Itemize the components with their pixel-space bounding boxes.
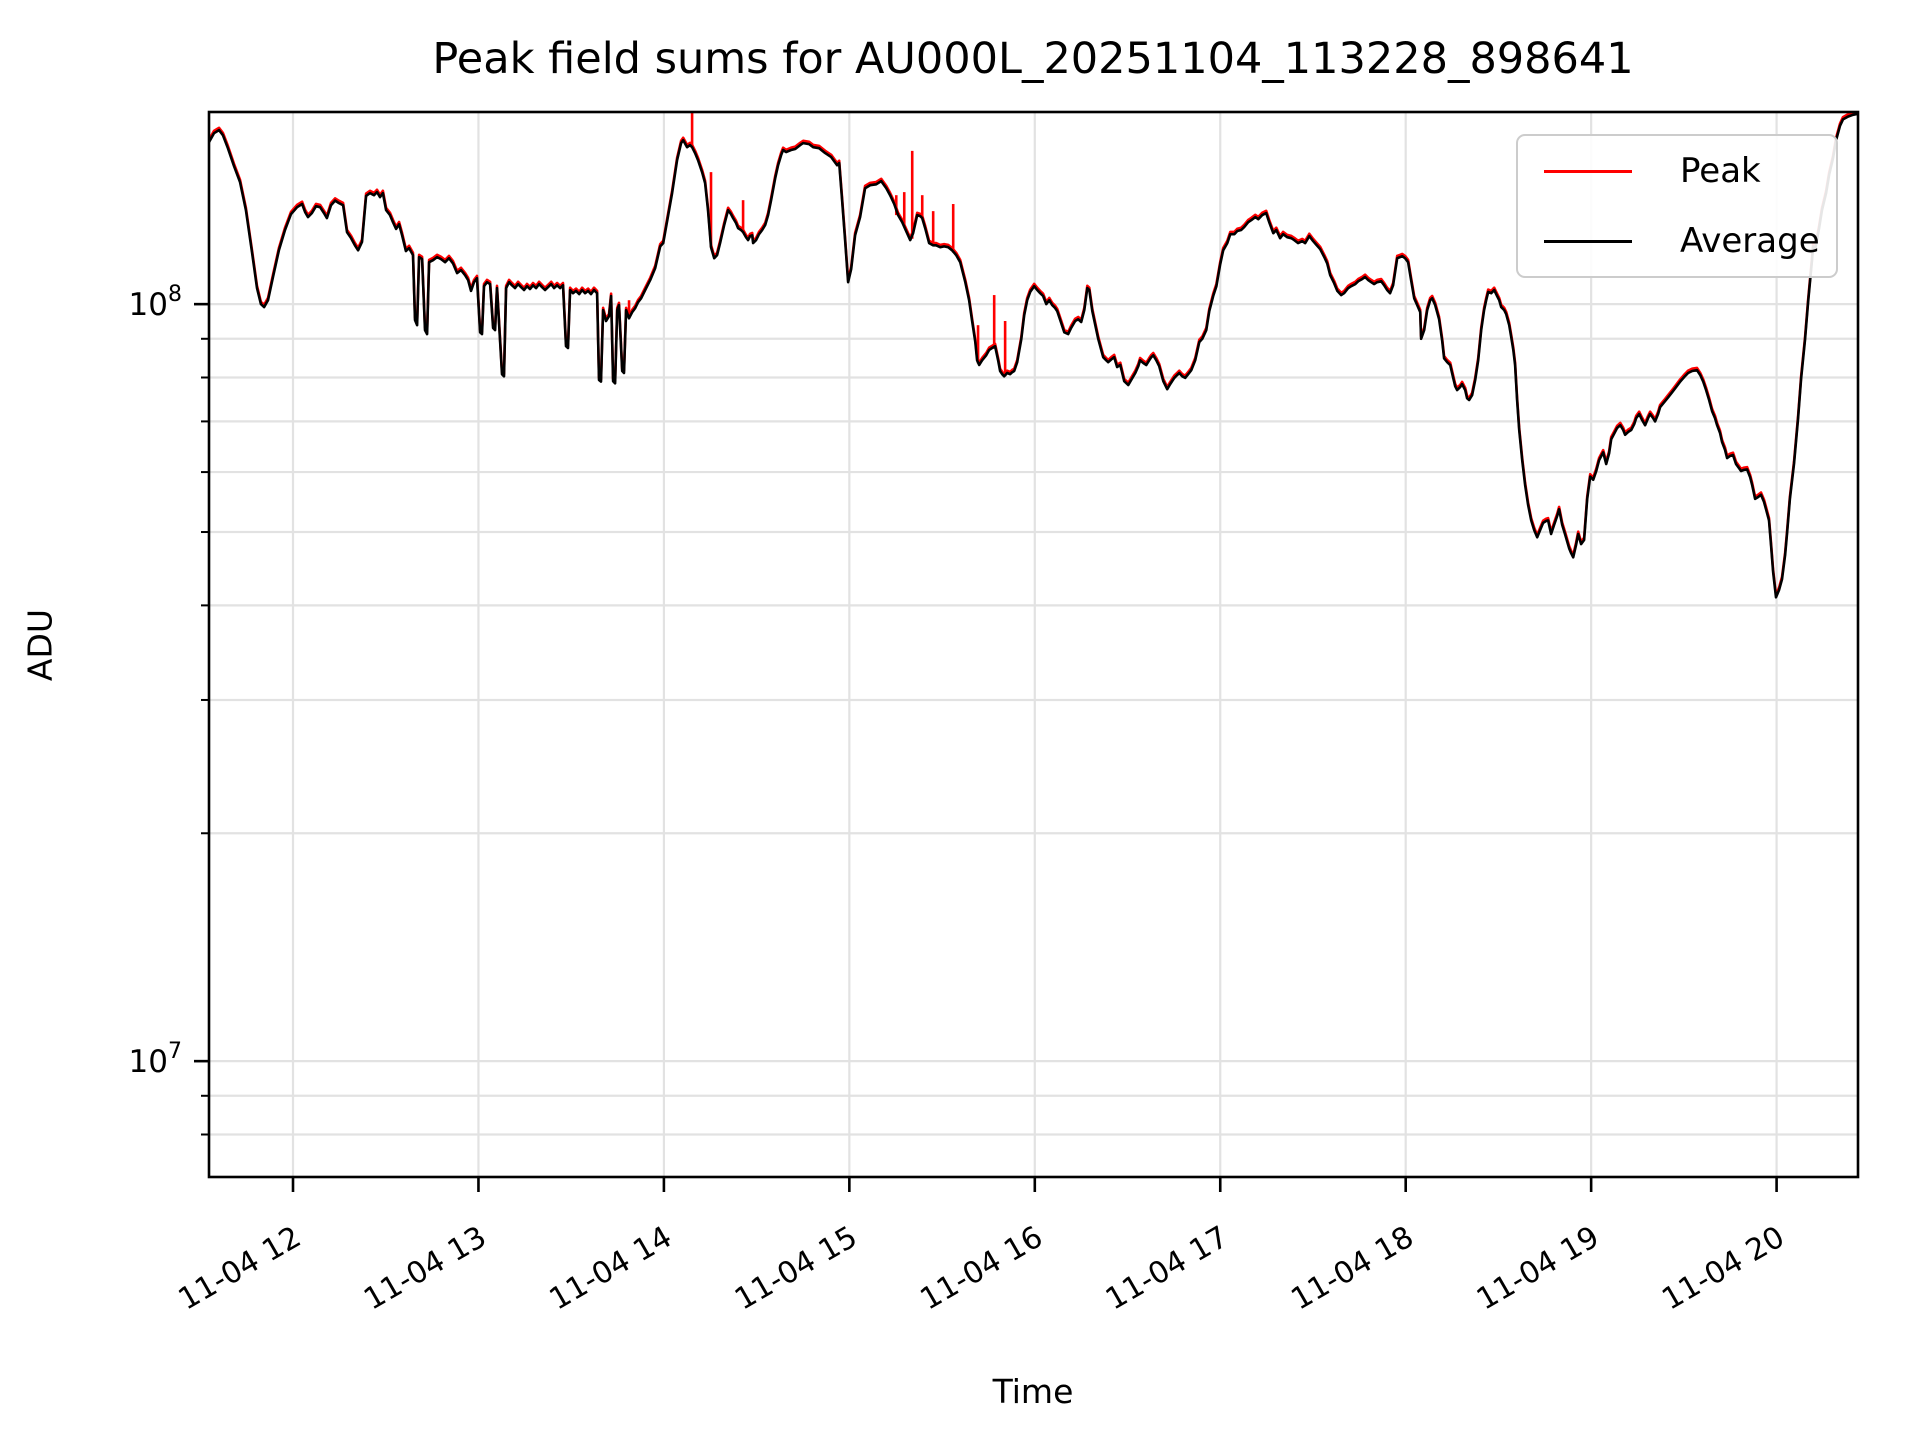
average-line-swatch xyxy=(1544,239,1632,243)
x-tick-labels: 11-04 12 11-04 13 11-04 14 11-04 15 11-04 16… xyxy=(173,1220,1791,1318)
legend-entry-peak: Peak xyxy=(1518,136,1836,206)
legend-label-average: Average xyxy=(1680,221,1820,261)
series xyxy=(209,112,1858,599)
legend: Peak Average xyxy=(1516,134,1838,278)
peak-spikes xyxy=(627,112,1007,377)
svg-text:11-04 15: 11-04 15 xyxy=(729,1220,863,1318)
gridlines xyxy=(209,112,1858,1177)
legend-entry-average: Average xyxy=(1518,206,1836,276)
svg-text:11-04 13: 11-04 13 xyxy=(358,1220,492,1318)
svg-text:11-04 17: 11-04 17 xyxy=(1100,1220,1234,1318)
svg-text:11-04 16: 11-04 16 xyxy=(914,1220,1048,1318)
svg-text:11-04 19: 11-04 19 xyxy=(1471,1220,1605,1318)
svg-text:108: 108 xyxy=(129,282,182,323)
tick-marks xyxy=(194,302,1778,1192)
svg-text:11-04 14: 11-04 14 xyxy=(544,1220,678,1318)
x-axis-label: Time xyxy=(992,1372,1074,1411)
svg-text:107: 107 xyxy=(129,1039,182,1080)
y-tick-labels: 108 107 xyxy=(129,282,182,1080)
legend-label-peak: Peak xyxy=(1680,151,1761,191)
chart-title: Peak field sums for AU000L_20251104_1132… xyxy=(432,34,1634,84)
svg-text:11-04 12: 11-04 12 xyxy=(173,1220,307,1318)
svg-text:11-04 20: 11-04 20 xyxy=(1656,1220,1790,1318)
svg-text:11-04 18: 11-04 18 xyxy=(1285,1220,1419,1318)
average-line xyxy=(209,112,1858,599)
peak-line-swatch xyxy=(1544,169,1632,173)
